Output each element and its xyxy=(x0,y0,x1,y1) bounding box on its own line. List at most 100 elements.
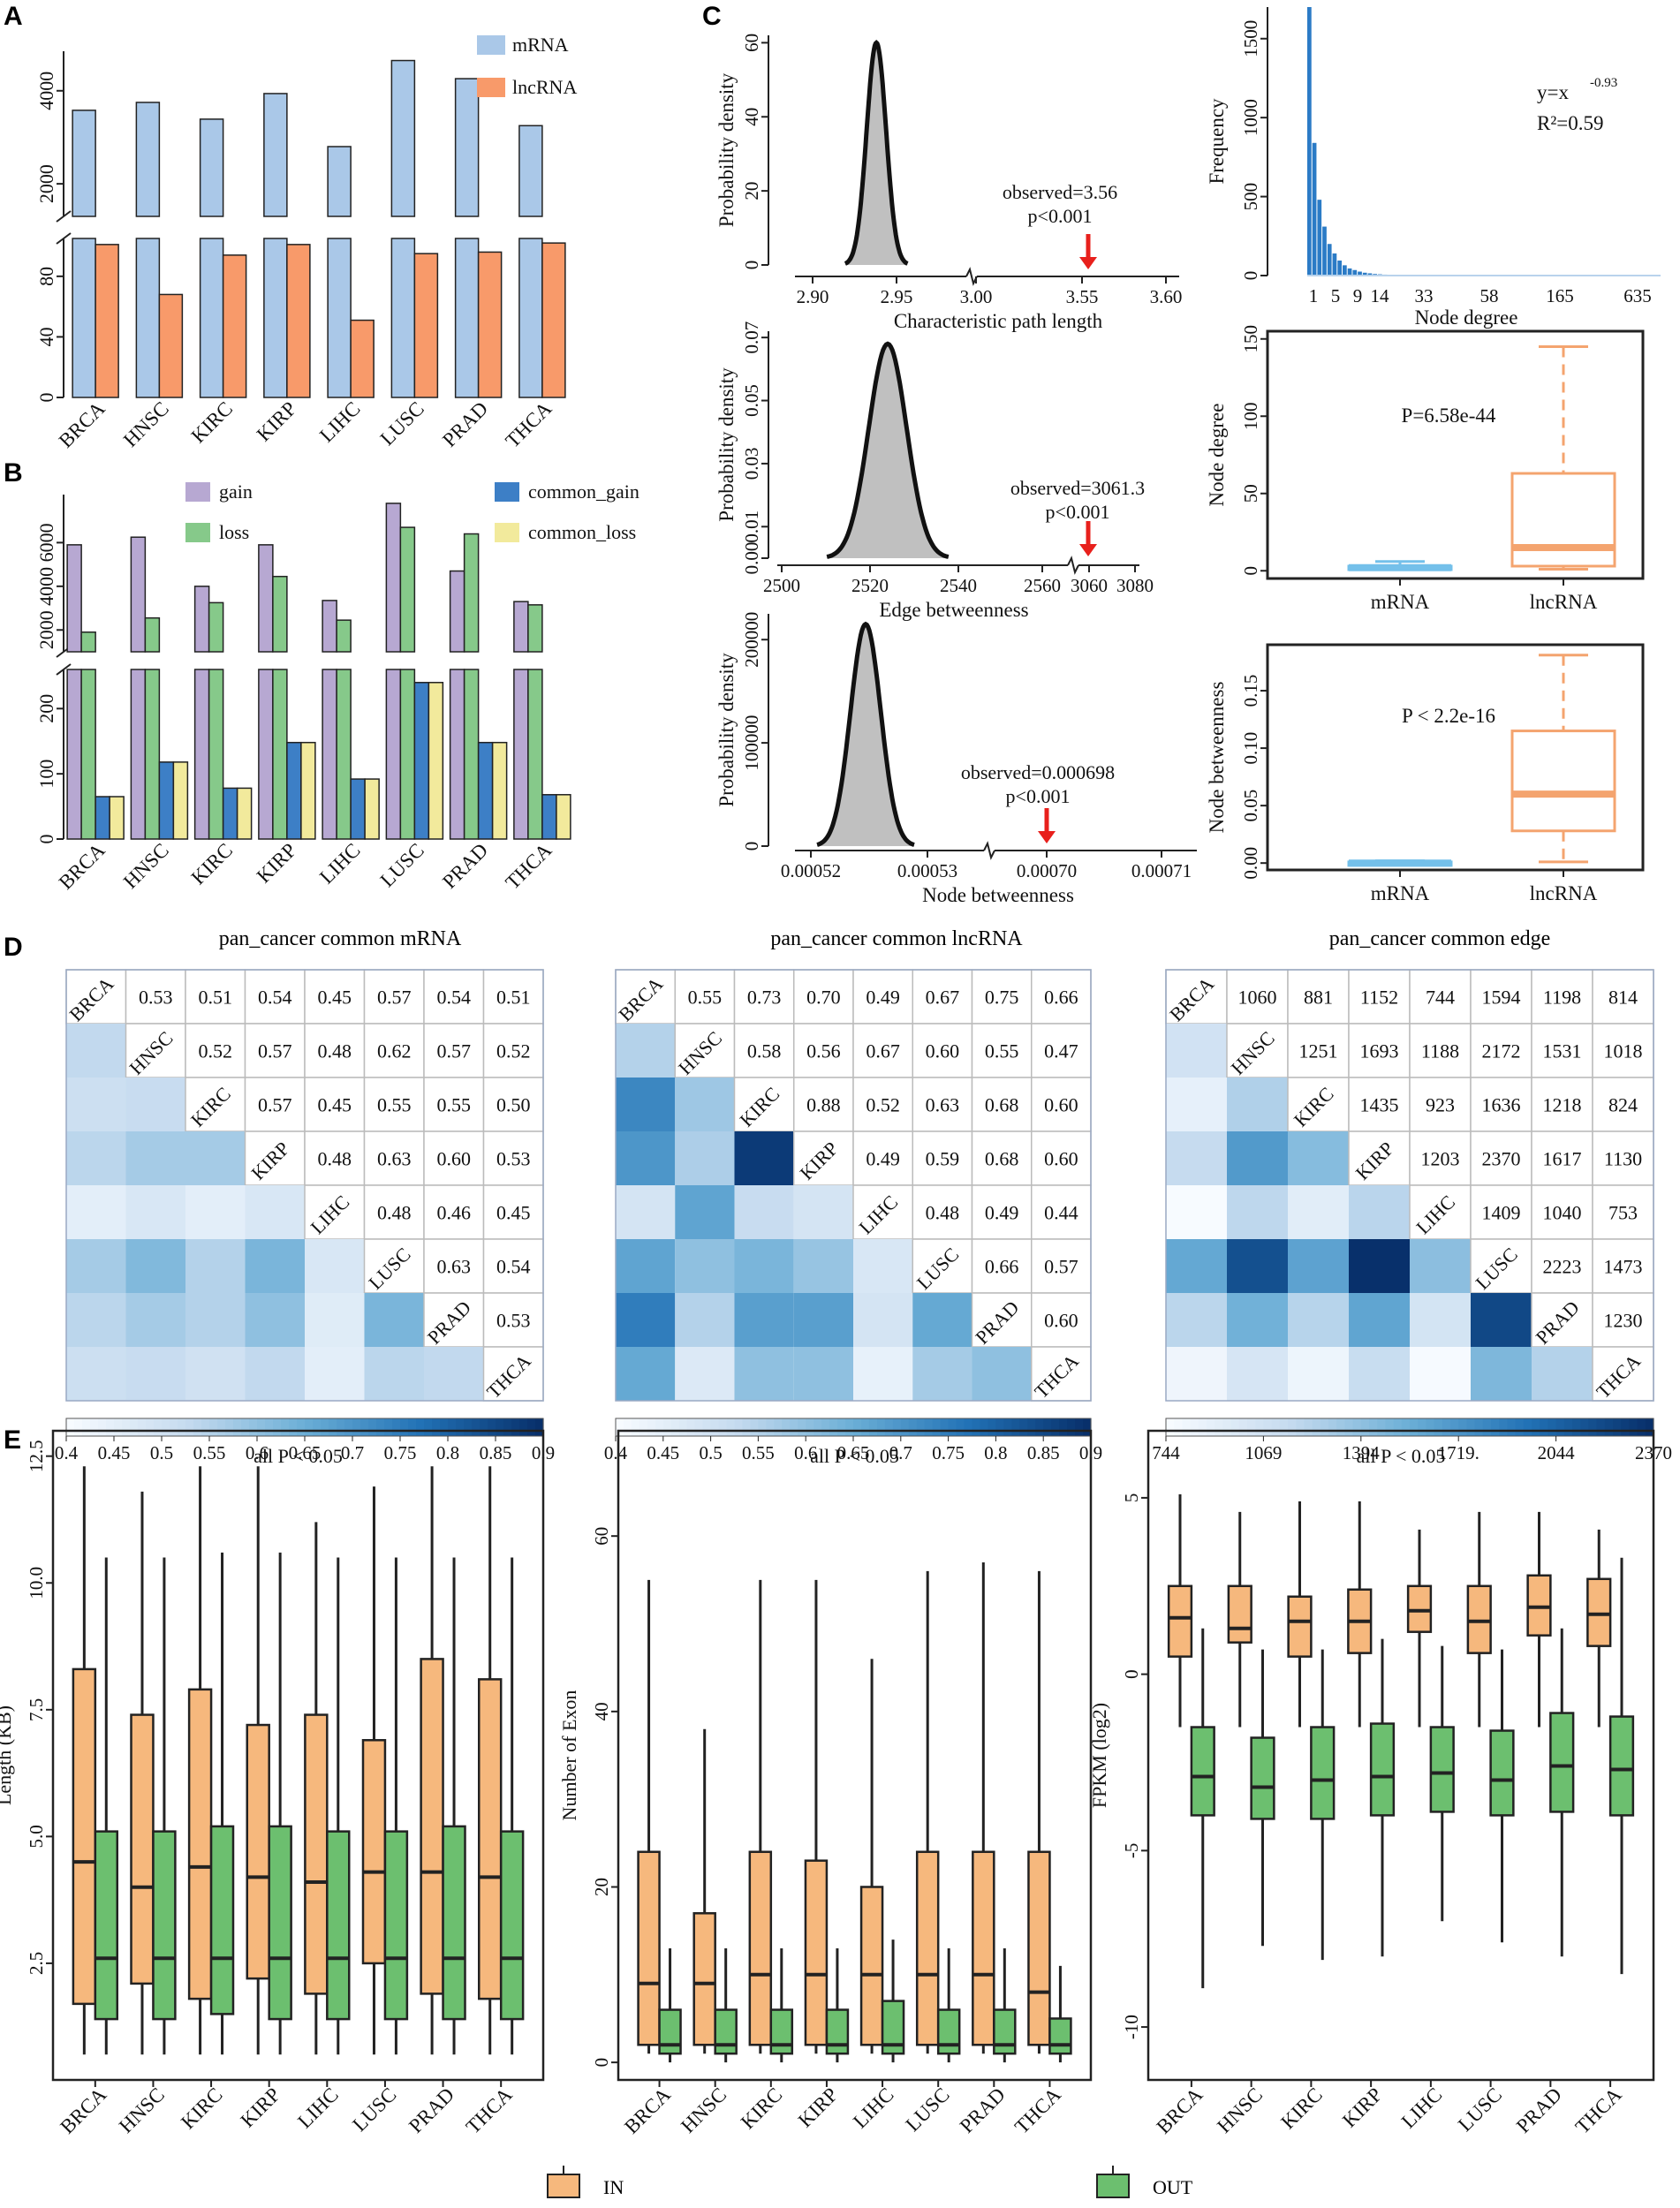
a-bar-mRNA-kirp xyxy=(263,238,288,398)
d3-value-cell xyxy=(1470,1184,1532,1240)
d2-colorbar-tick-label: 0.85 xyxy=(1027,1442,1060,1463)
d2-cell xyxy=(853,1239,913,1293)
e1-box-out-kirp xyxy=(268,1825,292,2021)
d1-diag-cell xyxy=(185,1077,246,1132)
c1-y-tick-label: 60 xyxy=(741,34,762,52)
d3-value-text: 923 xyxy=(1426,1094,1455,1116)
d2-value-cell xyxy=(733,1023,795,1078)
d3-value-text: 753 xyxy=(1608,1202,1638,1224)
d3-colorbar-segment xyxy=(1580,1418,1589,1436)
b-bar-loss-kirc-upper xyxy=(208,601,224,653)
c4-degree-bar xyxy=(1362,272,1367,276)
d2-colorbar-segment xyxy=(718,1418,728,1436)
b-bar-gain-brca xyxy=(66,669,82,840)
d2-colorbar-segment xyxy=(964,1418,973,1436)
b-bar-common_loss-brca xyxy=(109,796,125,840)
d1-colorbar-segment xyxy=(225,1418,234,1436)
d3-value-text: 824 xyxy=(1608,1094,1638,1116)
panel-letter-A: A xyxy=(4,2,23,31)
d3-cell xyxy=(1410,1293,1471,1347)
e2-x-tick-label: PRAD xyxy=(956,2083,1010,2137)
d2-colorbar-segment xyxy=(790,1418,798,1436)
b-x-tick-label: HNSC xyxy=(119,839,173,893)
d2-cell xyxy=(616,1131,676,1185)
d3-cell xyxy=(1288,1131,1349,1185)
d3-value-text: 1531 xyxy=(1543,1040,1582,1062)
b-bar-gain-thca-upper xyxy=(513,601,529,653)
d3-colorbar-segment xyxy=(1288,1418,1297,1436)
d1-cell xyxy=(185,1131,246,1185)
e2-x-tick-label: LIHC xyxy=(849,2083,898,2133)
d1-colorbar-segment xyxy=(257,1418,266,1436)
c3-p-label: p<0.001 xyxy=(1006,785,1071,807)
c2-y-tick-label: 0.00 xyxy=(741,542,762,575)
d3-colorbar-segment xyxy=(1588,1418,1598,1436)
a-bar-mRNA-lihc xyxy=(327,238,352,398)
d3-colorbar-segment xyxy=(1312,1418,1321,1436)
d3-cell xyxy=(1349,1239,1410,1293)
d2-colorbar-segment xyxy=(868,1418,878,1436)
d3-cell xyxy=(1227,1185,1288,1239)
e1-x-tick-label: THCA xyxy=(462,2083,517,2138)
d1-colorbar-segment xyxy=(519,1418,528,1436)
d1-colorbar-segment xyxy=(384,1418,393,1436)
d2-cell xyxy=(675,1347,735,1401)
d1-value-text: 0.45 xyxy=(318,987,352,1009)
d3-cell xyxy=(1288,1185,1349,1239)
d2-colorbar-segment xyxy=(647,1418,656,1436)
a-bar-lncRNA-hnsc xyxy=(158,293,184,398)
d2-value-text: 0.88 xyxy=(806,1094,841,1116)
e3-box-out-kirp xyxy=(1369,1722,1396,1817)
a-bar-mRNA-brca-upper xyxy=(72,110,96,217)
e2-box-out-kirc xyxy=(769,2008,794,2055)
d1-colorbar-segment xyxy=(66,1418,75,1436)
d2-colorbar-segment xyxy=(1011,1418,1020,1436)
d3-cell xyxy=(1532,1347,1593,1401)
d2-cell xyxy=(734,1239,794,1293)
b-bar-gain-lusc-upper xyxy=(385,503,402,653)
d2-colorbar-segment xyxy=(662,1418,672,1436)
c2-observed-label: observed=3061.3 xyxy=(1010,477,1145,499)
b-bar-loss-lusc-upper xyxy=(399,526,416,653)
d1-cell xyxy=(66,1239,126,1293)
d2-value-cell xyxy=(971,1023,1033,1078)
b-y-tick-label: 4000 xyxy=(35,567,57,606)
c4-degree-bar xyxy=(1367,273,1373,276)
d1-colorbar-segment xyxy=(368,1418,377,1436)
d1-cell xyxy=(185,1185,246,1239)
c4-degree-bar xyxy=(1337,261,1342,276)
a-x-tick-label: KIRC xyxy=(187,397,238,448)
legend-gain-swatch xyxy=(185,482,210,502)
d2-value-text: 0.60 xyxy=(1044,1148,1078,1170)
d2-colorbar-segment xyxy=(884,1418,894,1436)
e3-x-tick-label: KIRP xyxy=(1338,2083,1387,2132)
d2-colorbar-segment xyxy=(1035,1418,1044,1436)
c1-y-axis-label: Probability density xyxy=(715,72,738,227)
d3-value-text: 1473 xyxy=(1604,1256,1643,1278)
a-x-tick-label: LUSC xyxy=(376,397,428,450)
d3-value-text: 1636 xyxy=(1482,1094,1521,1116)
d2-value-cell xyxy=(852,1023,913,1078)
a-x-tick-label: PRAD xyxy=(438,397,492,451)
d3-colorbar-segment xyxy=(1190,1418,1199,1436)
d1-value-cell xyxy=(423,1238,485,1294)
a-bar-mRNA-lusc-upper xyxy=(390,59,416,217)
c2-x-tick-label: 2500 xyxy=(763,575,800,596)
b-x-tick-label: PRAD xyxy=(438,839,492,893)
d1-value-text: 0.55 xyxy=(437,1094,472,1116)
c2-y-tick-label: 0.01 xyxy=(741,510,762,543)
d3-colorbar-segment xyxy=(1247,1418,1256,1436)
d3-cell xyxy=(1471,1347,1532,1401)
e3-x-tick-label: LUSC xyxy=(1454,2083,1506,2136)
d1-value-text: 0.53 xyxy=(496,1310,531,1332)
a-bar-mRNA-prad-upper xyxy=(454,78,480,217)
d2-cell xyxy=(616,1347,676,1401)
b-x-tick-label: LUSC xyxy=(376,839,428,891)
d2-colorbar-segment xyxy=(1067,1418,1076,1436)
d2-cell xyxy=(675,1293,735,1347)
d1-colorbar-segment xyxy=(201,1418,210,1436)
d1-colorbar-tick-label: 0.75 xyxy=(384,1442,417,1463)
d1-value-text: 0.63 xyxy=(377,1148,412,1170)
d1-value-cell xyxy=(423,1130,485,1186)
